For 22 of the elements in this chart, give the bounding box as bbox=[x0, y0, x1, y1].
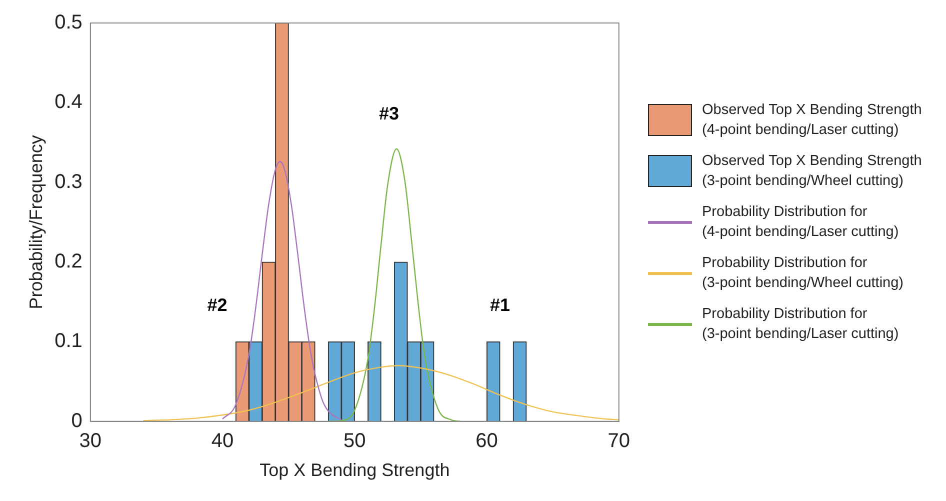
x-tick-label: 30 bbox=[79, 430, 102, 452]
legend-label: Observed Top X Bending Strength (4-point bending/Laser cutting) bbox=[702, 101, 922, 140]
line-series bbox=[142, 365, 619, 422]
x-tick-label: 70 bbox=[608, 430, 630, 452]
y-tick-label: 0.4 bbox=[54, 91, 82, 114]
x-tick-label: 50 bbox=[344, 430, 366, 452]
legend-label: Probability Distribution for (3-point bending/Laser cutting) bbox=[702, 305, 899, 344]
annotation: #2 bbox=[207, 294, 228, 315]
y-tick-label: 0.3 bbox=[54, 170, 82, 193]
x-axis-title: Top X Bending Strength bbox=[260, 460, 450, 480]
y-tick-label: 0 bbox=[71, 410, 82, 432]
legend-label: Observed Top X Bending Strength (3-point bending/Wheel cutting) bbox=[702, 152, 922, 191]
x-tick-label: 40 bbox=[211, 430, 234, 452]
y-axis-title: Probability/Frequency bbox=[26, 135, 46, 310]
legend-label: Probability Distribution for (3-point bending/Wheel cutting) bbox=[702, 254, 904, 293]
y-tick-label: 0.1 bbox=[54, 330, 82, 352]
y-tick-label: 0.5 bbox=[54, 12, 82, 34]
y-tick-label: 0.2 bbox=[54, 250, 82, 273]
legend-label: Probability Distribution for (4-point bending/Laser cutting) bbox=[702, 203, 899, 242]
x-tick-label: 60 bbox=[476, 430, 498, 452]
annotation: #3 bbox=[378, 104, 400, 124]
annotation: #1 bbox=[490, 294, 510, 315]
